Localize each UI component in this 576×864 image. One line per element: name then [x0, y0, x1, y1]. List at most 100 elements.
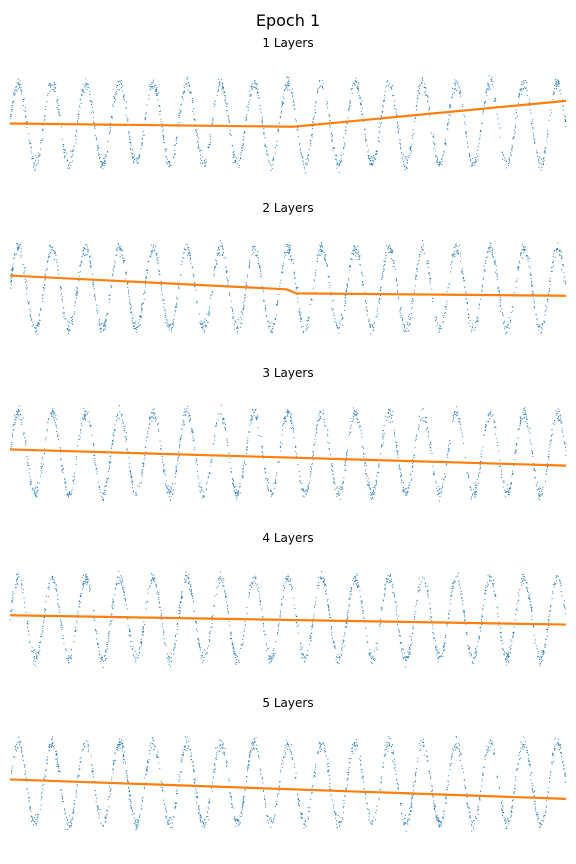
- data-point: [471, 166, 472, 167]
- data-point: [156, 253, 157, 254]
- data-point: [39, 154, 40, 155]
- data-point: [531, 450, 532, 451]
- data-point: [388, 412, 389, 413]
- data-point: [249, 262, 250, 263]
- data-point: [511, 150, 512, 151]
- data-point: [505, 496, 506, 497]
- data-point: [255, 87, 256, 88]
- data-point: [371, 499, 372, 500]
- data-point: [187, 86, 188, 87]
- data-point: [333, 309, 334, 310]
- data-point: [211, 461, 212, 462]
- data-point: [268, 326, 269, 327]
- data-point: [201, 320, 202, 321]
- data-point: [121, 416, 122, 417]
- data-point: [540, 494, 541, 495]
- data-point: [439, 325, 440, 326]
- data-point: [531, 284, 532, 285]
- data-point: [150, 585, 151, 586]
- data-point: [233, 152, 234, 153]
- data-point: [378, 465, 379, 466]
- data-point: [559, 250, 560, 251]
- data-point: [457, 246, 458, 247]
- data-point: [76, 139, 77, 140]
- data-point: [232, 311, 233, 312]
- data-point: [517, 278, 518, 279]
- data-point: [530, 278, 531, 279]
- data-point: [472, 493, 473, 494]
- data-point: [383, 261, 384, 262]
- data-point: [216, 264, 217, 265]
- data-point: [377, 472, 378, 473]
- data-point: [511, 476, 512, 477]
- data-point: [100, 331, 101, 332]
- data-point: [496, 270, 497, 271]
- data-point: [503, 481, 504, 482]
- data-point: [176, 307, 177, 308]
- data-point: [134, 322, 135, 323]
- data-point: [105, 156, 106, 157]
- data-point: [19, 87, 20, 88]
- data-point: [462, 271, 463, 272]
- data-point: [472, 324, 473, 325]
- data-point: [21, 92, 22, 93]
- data-point: [162, 456, 163, 457]
- data-point: [92, 107, 93, 108]
- data-point: [349, 107, 350, 108]
- data-point: [494, 427, 495, 428]
- data-point: [402, 490, 403, 491]
- data-point: [460, 93, 461, 94]
- data-point: [40, 470, 41, 471]
- data-point: [167, 163, 168, 164]
- data-point: [557, 243, 558, 244]
- data-point: [12, 105, 13, 106]
- data-point: [293, 259, 294, 260]
- data-point: [237, 493, 238, 494]
- data-point: [403, 324, 404, 325]
- data-point: [77, 120, 78, 121]
- data-point: [285, 88, 286, 89]
- data-point: [105, 494, 106, 495]
- data-point: [35, 327, 36, 328]
- data-point: [30, 479, 31, 480]
- data-point: [205, 159, 206, 160]
- data-point: [381, 446, 382, 447]
- data-point: [42, 457, 43, 458]
- data-point: [284, 90, 285, 91]
- data-point: [337, 163, 338, 164]
- data-point: [411, 313, 412, 314]
- data-point: [14, 257, 15, 258]
- data-point: [565, 443, 566, 444]
- data-point: [211, 294, 212, 295]
- data-point: [48, 254, 49, 255]
- data-point: [317, 424, 318, 425]
- data-point: [18, 88, 19, 89]
- data-point: [12, 435, 13, 436]
- data-point: [516, 443, 517, 444]
- data-point: [488, 247, 489, 248]
- data-point: [257, 417, 258, 418]
- data-point: [233, 316, 234, 317]
- data-point: [523, 252, 524, 253]
- data-point: [204, 330, 205, 331]
- data-point: [74, 311, 75, 312]
- data-point: [90, 425, 91, 426]
- data-point: [228, 121, 229, 122]
- data-point: [391, 86, 392, 87]
- data-point: [336, 155, 337, 156]
- subplot-4-layers: 4 Layers: [0, 531, 576, 685]
- data-point: [77, 288, 78, 289]
- data-point: [489, 418, 490, 419]
- data-point: [332, 463, 333, 464]
- data-point: [156, 254, 157, 255]
- data-point: [537, 152, 538, 153]
- data-point: [76, 131, 77, 132]
- data-point: [509, 159, 510, 160]
- data-point: [345, 127, 346, 128]
- data-point: [144, 119, 145, 120]
- data-point: [368, 156, 369, 157]
- data-point: [381, 116, 382, 117]
- data-point: [172, 327, 173, 328]
- data-point: [320, 85, 321, 86]
- data-point: [177, 464, 178, 465]
